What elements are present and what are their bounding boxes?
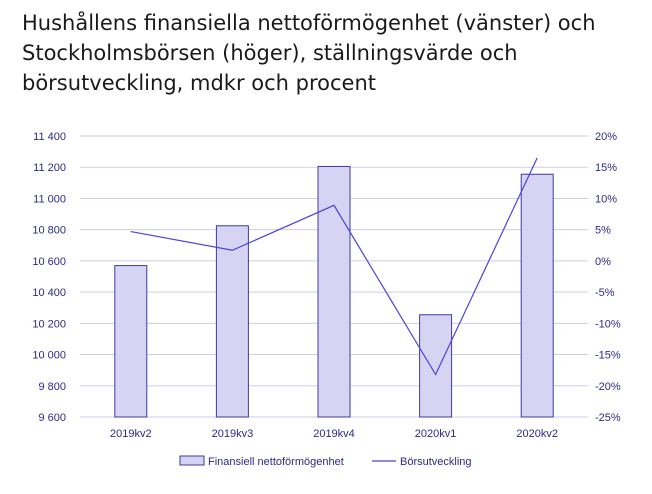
left-tick-label: 10 800	[32, 225, 66, 237]
right-tick-label: -10%	[595, 318, 621, 330]
legend: Finansiell nettoförmögenhet Börsutvecklin…	[179, 455, 472, 468]
left-tick-label: 10 400	[32, 287, 66, 299]
line-path	[130, 157, 538, 376]
legend-bar-label: Finansiell nettoförmögenhet	[208, 456, 344, 468]
right-tick-label: -5%	[595, 287, 615, 299]
left-tick-label: 11 200	[33, 162, 66, 174]
category-label: 2019kv4	[313, 428, 355, 440]
left-tick-label: 9 600	[38, 412, 66, 424]
left-tick-label: 10 600	[32, 256, 66, 268]
bar	[215, 225, 249, 418]
left-tick-label: 10 200	[32, 318, 66, 330]
legend-bar-swatch	[179, 455, 205, 466]
left-tick-label: 10 000	[32, 350, 66, 362]
right-tick-label: 15%	[595, 162, 617, 174]
chart-title: Hushållens finansiella nettoförmögenhet …	[22, 11, 596, 95]
left-tick-label: 11 400	[33, 131, 66, 143]
right-tick-label: 20%	[595, 131, 617, 143]
right-tick-label: 10%	[595, 193, 617, 205]
bar	[317, 165, 351, 418]
right-tick-label: -20%	[595, 381, 621, 393]
category-label: 2019kv2	[110, 428, 152, 440]
bar	[114, 265, 148, 418]
left-axis: 9 600 9 800 10 000 10 200 10 400 10 600 10 800…	[32, 131, 66, 424]
line-series	[130, 157, 538, 376]
category-axis: 2019kv2 2019kv3 2019kv4 2020kv1 2020kv2	[110, 428, 558, 440]
left-tick-label: 11 000	[33, 193, 66, 205]
right-tick-label: -25%	[595, 412, 621, 424]
bar	[419, 314, 453, 418]
category-label: 2019kv3	[212, 428, 254, 440]
right-tick-label: 0%	[595, 256, 611, 268]
right-tick-label: -15%	[595, 350, 621, 362]
right-axis: -25% -20% -15% -10% -5% 0% 5% 10% 15% 20%	[595, 131, 621, 424]
bar-series	[114, 165, 554, 418]
legend-line-label: Börsutveckling	[400, 456, 472, 468]
left-tick-label: 9 800	[38, 381, 66, 393]
right-tick-label: 5%	[595, 225, 611, 237]
bar	[520, 173, 554, 418]
category-label: 2020kv1	[415, 428, 457, 440]
category-label: 2020kv2	[516, 428, 558, 440]
